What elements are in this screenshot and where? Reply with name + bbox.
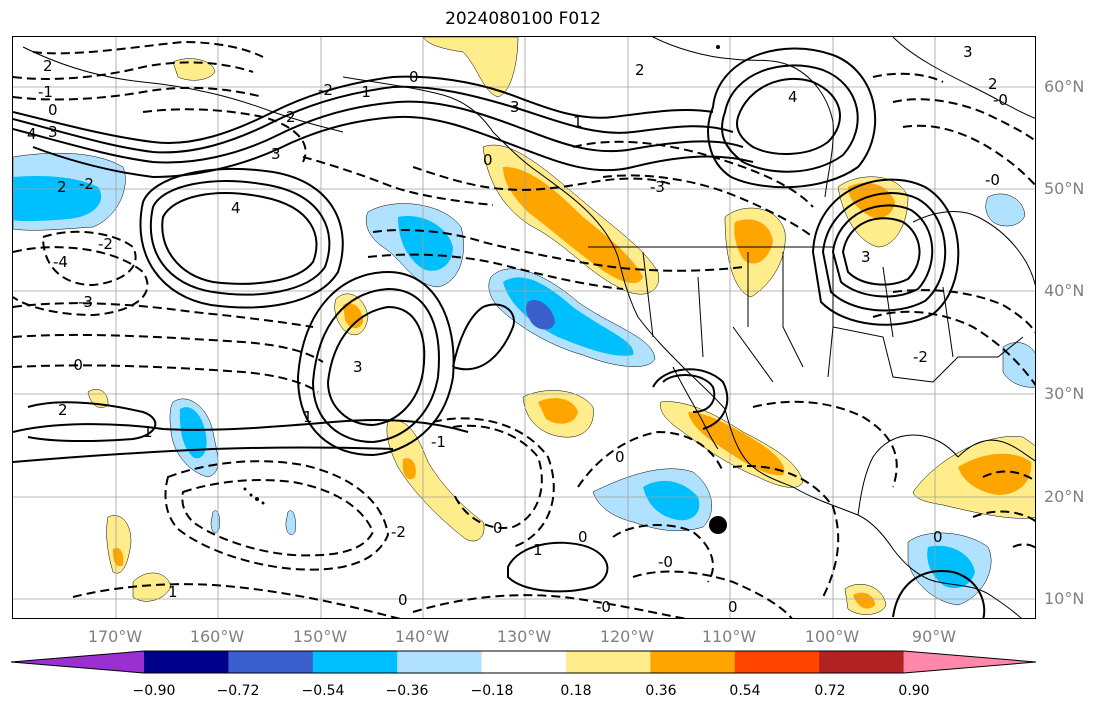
lon-label-160w: 160°W	[189, 627, 245, 646]
contour-label: 2	[988, 75, 998, 93]
contour-label: 0	[493, 519, 503, 537]
contour-label: -0	[658, 553, 673, 571]
contour-label: -2	[79, 175, 94, 193]
colorbar-segment	[11, 651, 144, 673]
contour-label: 3	[861, 248, 871, 266]
contour-label: -1	[356, 83, 371, 101]
colorbar-segment	[397, 651, 483, 673]
contour-label: -2	[913, 348, 928, 366]
contour-labels: 2 -1 0 4 3 2 -2 4 3 2 -3 -4 -2 -0 2 1 3 …	[27, 43, 1008, 616]
colorbar-segment	[903, 651, 1036, 673]
negative-contours	[13, 40, 1035, 618]
colorbar-tick-label: −0.36	[385, 683, 429, 699]
map-panel[interactable]: 2 -1 0 4 3 2 -2 4 3 2 -3 -4 -2 -0 2 1 3 …	[12, 36, 1036, 619]
positive-contours	[13, 47, 986, 618]
contour-label: -0	[596, 598, 611, 616]
contour-label: 1	[143, 423, 153, 441]
contour-label: -3	[650, 178, 665, 196]
contour-label: -2	[318, 81, 333, 99]
lon-label-90w: 90°W	[911, 627, 957, 646]
contour-label: 0	[48, 101, 58, 119]
colorbar-outline	[10, 650, 1037, 674]
lon-label-130w: 130°W	[496, 627, 552, 646]
colorbar-segment	[228, 651, 314, 673]
contour-label: 3	[48, 123, 58, 141]
contour-label: 4	[788, 88, 798, 106]
colorbar-tick-label: 0.72	[814, 683, 846, 699]
contour-label: 3	[271, 145, 281, 163]
lon-label-140w: 140°W	[394, 627, 450, 646]
colorbar-tick-label: −0.72	[216, 683, 260, 699]
lon-label-150w: 150°W	[292, 627, 348, 646]
lat-label-30n: 30°N	[1044, 384, 1085, 403]
contour-label: 0	[409, 68, 419, 86]
contour-label: -0	[993, 91, 1008, 109]
colorbar	[10, 650, 1037, 674]
shaded-fields	[13, 37, 1035, 615]
contour-label: 0	[615, 448, 625, 466]
contour-label: 2	[635, 61, 645, 79]
colorbar-tick-label: 0.18	[560, 683, 592, 699]
lat-label-40n: 40°N	[1044, 281, 1085, 300]
contour-label: -1	[431, 433, 446, 451]
contour-label: -1	[38, 83, 53, 101]
lat-label-20n: 20°N	[1044, 487, 1085, 506]
lon-label-170w: 170°W	[87, 627, 143, 646]
contour-label: 1	[168, 583, 178, 601]
map-canvas: 2 -1 0 4 3 2 -2 4 3 2 -3 -4 -2 -0 2 1 3 …	[13, 37, 1035, 618]
contour-label: 3	[963, 43, 973, 61]
lon-label-120w: 120°W	[599, 627, 655, 646]
colorbar-tick-label: −0.18	[470, 683, 514, 699]
colorbar-tick-label: −0.54	[301, 683, 345, 699]
colorbar-segment	[144, 651, 229, 673]
lat-label-10n: 10°N	[1044, 589, 1085, 608]
contour-label: 4	[27, 125, 37, 143]
contour-label: 0	[483, 151, 493, 169]
contour-label: 3	[353, 358, 363, 376]
contour-label: 0	[728, 598, 738, 616]
colorbar-segment	[481, 651, 567, 673]
contour-label: 2	[58, 401, 68, 419]
colorbar-tick-label: 0.36	[645, 683, 677, 699]
contour-label: 2	[286, 108, 296, 126]
contour-label: 0	[933, 528, 943, 546]
contour-label: -0	[985, 171, 1000, 189]
contour-label: 4	[231, 199, 241, 217]
colorbar-tick-label: 0.90	[898, 683, 930, 699]
colorbar-segment	[566, 651, 651, 673]
contour-label: 1	[303, 408, 313, 426]
contour-label: -3	[78, 293, 93, 311]
colorbar-segment	[819, 651, 905, 673]
lon-label-110w: 110°W	[701, 627, 757, 646]
islands	[243, 45, 720, 505]
contour-label: -0	[68, 356, 83, 374]
contour-label: 1	[533, 541, 543, 559]
contour-label: 1	[573, 113, 583, 131]
contour-label: 2	[57, 178, 67, 196]
contour-label: 3	[510, 98, 520, 116]
contour-label: -4	[53, 253, 68, 271]
contour-label: -2	[98, 235, 113, 253]
colorbar-segment	[734, 651, 820, 673]
lat-label-50n: 50°N	[1044, 179, 1085, 198]
contour-label: -2	[391, 523, 406, 541]
colorbar-tick-label: −0.90	[132, 683, 176, 699]
contour-label: 0	[578, 528, 588, 546]
colorbar-tick-label: 0.54	[729, 683, 761, 699]
colorbar-segment	[312, 651, 398, 673]
contour-label: 2	[43, 57, 53, 75]
map-title: 2024080100 F012	[445, 9, 601, 29]
contour-label: 0	[398, 591, 408, 609]
lat-label-60n: 60°N	[1044, 77, 1085, 96]
station-marker	[709, 516, 727, 534]
colorbar-segment	[650, 651, 736, 673]
lon-label-100w: 100°W	[804, 627, 860, 646]
